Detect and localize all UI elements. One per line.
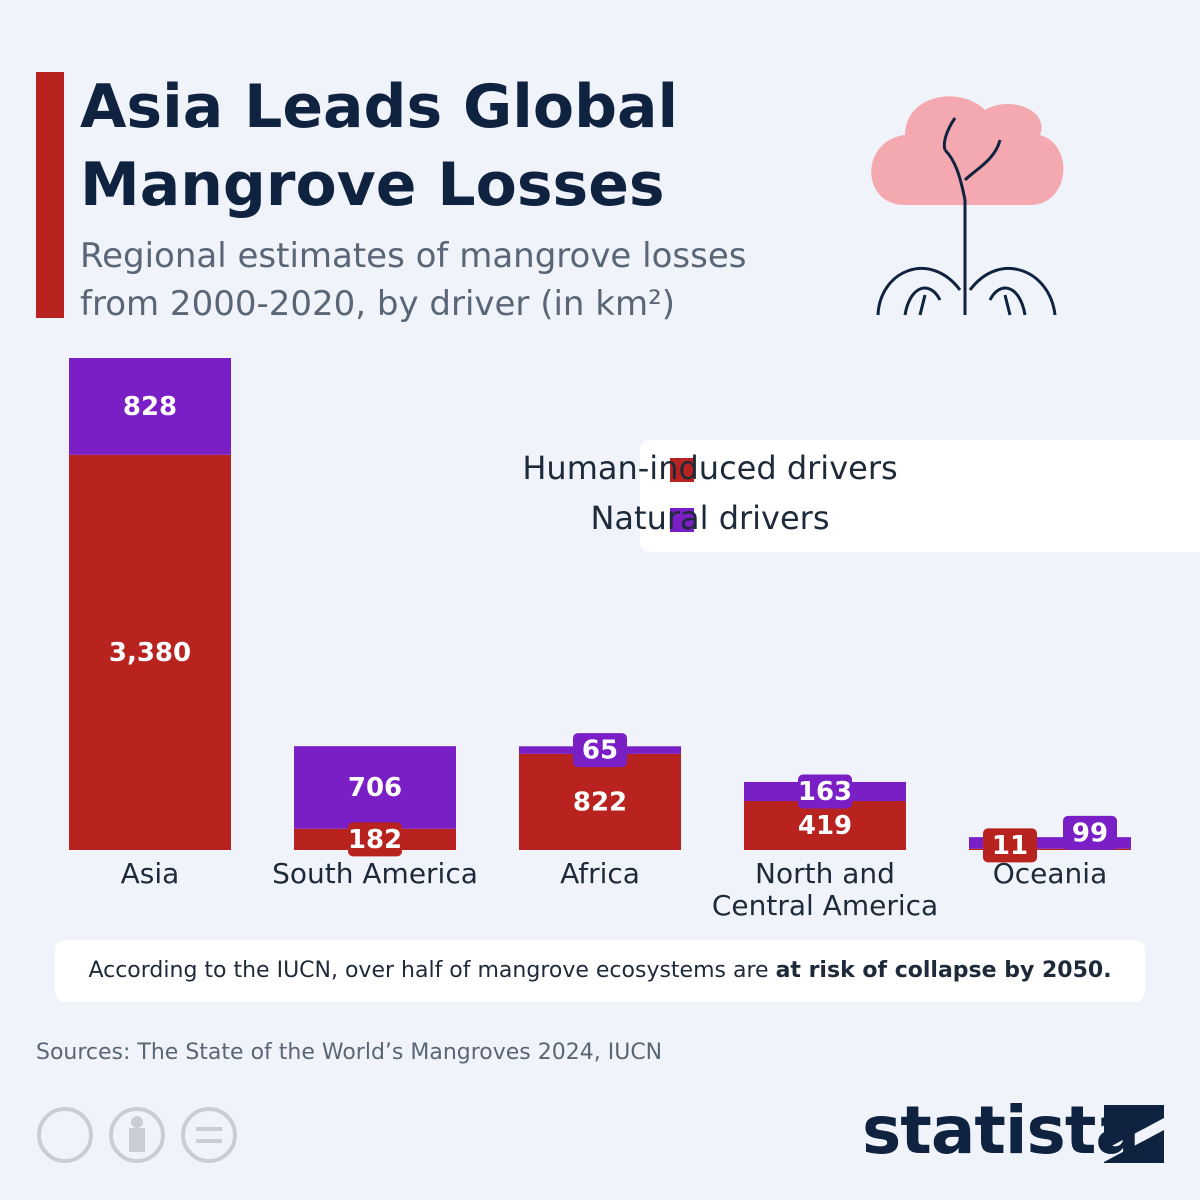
value-label: 828 — [123, 392, 177, 422]
brand: statista — [862, 1092, 1140, 1169]
x-tick-label: Oceania — [992, 857, 1108, 890]
bar-segment — [969, 848, 1131, 850]
value-label: 706 — [348, 773, 402, 803]
bar-segment — [969, 837, 1131, 849]
bar-segment — [69, 358, 231, 455]
value-label: 182 — [348, 825, 402, 855]
label-badge — [573, 733, 627, 768]
cc-icons — [37, 1107, 237, 1163]
bar-segment — [744, 801, 906, 850]
brand-icon — [1104, 1105, 1164, 1163]
tree-illustration — [871, 96, 1064, 316]
label-badge — [798, 774, 852, 809]
value-label: 419 — [798, 811, 852, 841]
label-badge — [1063, 815, 1117, 850]
label-badge — [983, 828, 1037, 863]
bar-segment — [519, 753, 681, 850]
source: Sources: The State of the World’s Mangro… — [36, 1040, 663, 1065]
bar-segment — [294, 746, 456, 829]
x-tick-label: South America — [272, 857, 478, 890]
label-badge — [348, 822, 402, 857]
value-label: 65 — [582, 736, 618, 766]
bar-segment — [69, 454, 231, 850]
accent-bar — [36, 72, 64, 318]
value-label: 99 — [1072, 818, 1108, 848]
note-bold: at risk of collapse by 2050. — [775, 958, 1112, 983]
legend-swatch — [670, 508, 694, 532]
note-text: According to the IUCN, over half of mang… — [88, 958, 769, 983]
value-label: 163 — [798, 777, 852, 807]
x-tick-label: Asia — [120, 857, 180, 890]
value-label: 11 — [992, 831, 1028, 861]
legend-box — [640, 440, 1200, 552]
x-tick-label: Africa — [560, 857, 640, 890]
legend-label: Human-induced drivers — [522, 449, 897, 487]
chart-title: Asia Leads Global Mangrove Losses — [80, 72, 679, 220]
legend-label: Natural drivers — [590, 499, 829, 537]
value-label: 822 — [573, 787, 627, 817]
legend-swatch — [670, 458, 694, 482]
x-tick-label: North and Central America — [711, 857, 939, 922]
value-label: 3,380 — [109, 638, 191, 668]
note: According to the IUCN, over half of mang… — [55, 940, 1145, 1002]
chart-subtitle: Regional estimates of mangrove losses fr… — [80, 236, 747, 324]
